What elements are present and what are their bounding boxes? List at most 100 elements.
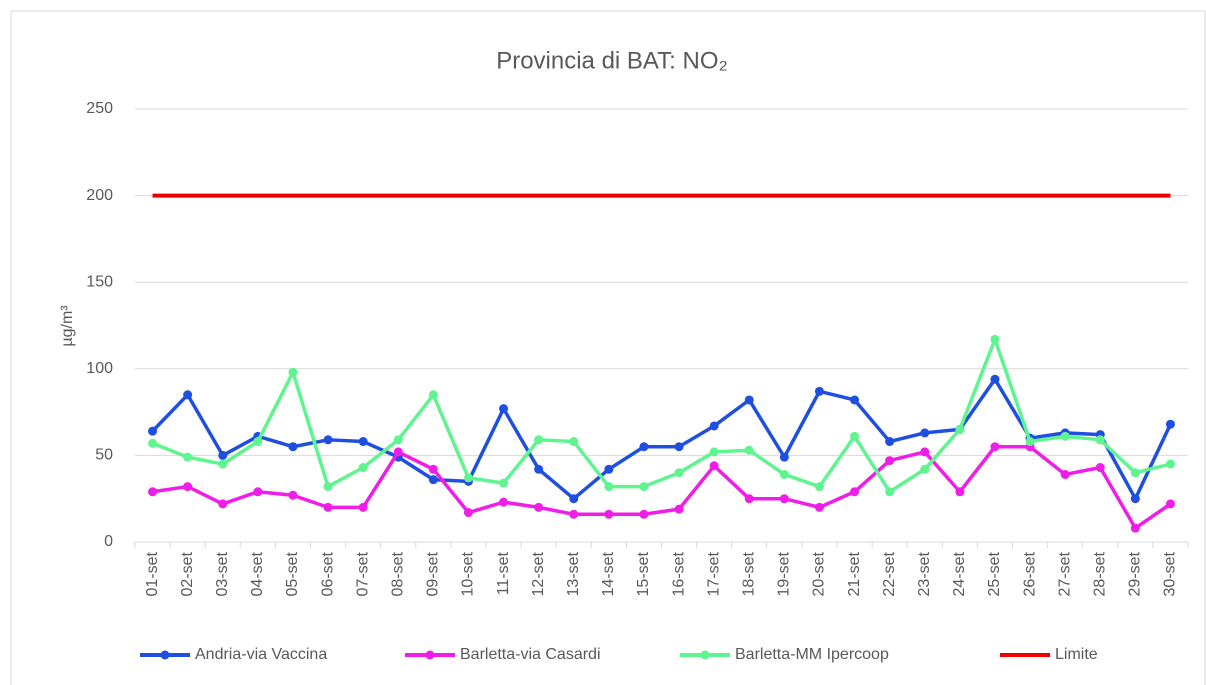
legend-marker [160,650,170,660]
point [288,442,298,452]
point [534,464,544,474]
point [323,502,333,512]
point [990,374,1000,384]
point [534,502,544,512]
point [1095,435,1105,445]
x-tick-label: 23-set [916,551,933,596]
y-tick-label: 200 [86,187,113,204]
point [814,386,824,396]
x-tick-label: 17-set [705,551,722,596]
y-tick-label: 250 [86,100,113,117]
point [674,504,684,514]
point [393,447,403,457]
series-line [152,444,1172,530]
y-axis-label: µg/m³ [59,305,76,347]
point [148,438,158,448]
point [323,482,333,492]
x-tick-label: 20-set [811,551,828,596]
y-tick-label: 100 [86,360,113,377]
x-tick-label: 25-set [986,551,1003,596]
legend-label: Barletta-MM Ipercoop [735,646,889,663]
x-tick-label: 03-set [214,551,231,596]
point [218,499,228,509]
point [428,464,438,474]
chart-title: Provincia di BAT: NO₂ [496,47,728,74]
x-tick-label: 01-set [144,551,161,596]
x-tick-label: 27-set [1056,551,1073,596]
point [709,461,719,471]
point [1165,459,1175,469]
point [183,390,193,400]
point [499,478,509,488]
x-tick-label: 08-set [389,551,406,596]
point [604,464,614,474]
x-tick-label: 26-set [1021,551,1038,596]
point [709,421,719,431]
point [920,464,930,474]
point [709,447,719,457]
point [288,367,298,377]
point [358,437,368,447]
point [393,435,403,445]
point [885,437,895,447]
series-line [151,377,1173,501]
point [183,452,193,462]
point [183,482,193,492]
point [1095,463,1105,473]
point [428,390,438,400]
point [1060,469,1070,479]
point [534,435,544,445]
series-line [151,337,1171,494]
x-tick-label: 12-set [530,551,547,596]
point [955,424,965,434]
point [920,428,930,438]
x-tick-label: 16-set [670,551,687,596]
point [569,494,579,504]
x-tick-label: 15-set [635,551,652,596]
point [499,497,509,507]
point [639,442,649,452]
point [779,494,789,504]
y-tick-label: 50 [95,447,113,464]
point [218,450,228,460]
point [148,426,158,436]
point [1130,494,1140,504]
point [218,459,228,469]
point [885,456,895,466]
x-tick-label: 07-set [354,551,371,596]
x-tick-label: 10-set [460,551,477,596]
point [990,334,1000,344]
x-tick-label: 24-set [951,551,968,596]
point [674,442,684,452]
point [674,468,684,478]
point [850,431,860,441]
point [639,509,649,519]
x-tick-label: 21-set [846,551,863,596]
x-tick-label: 09-set [425,551,442,596]
x-tick-label: 29-set [1127,551,1144,596]
point [463,508,473,518]
point [288,490,298,500]
point [253,487,263,497]
point [814,482,824,492]
point [850,395,860,405]
point [604,482,614,492]
x-tick-label: 28-set [1091,551,1108,596]
point [569,437,579,447]
legend-marker [425,650,435,660]
x-tick-label: 14-set [600,551,617,596]
point [1165,419,1175,429]
legend-label: Andria-via Vaccina [195,646,327,663]
point [358,463,368,473]
point [744,395,754,405]
point [779,469,789,479]
point [1165,499,1175,509]
point [1025,437,1035,447]
y-tick-label: 0 [104,533,113,550]
legend-label: Barletta-via Casardi [460,646,601,663]
point [1130,523,1140,533]
x-tick-label: 30-set [1162,551,1179,596]
legend-marker [700,650,710,660]
point [814,502,824,512]
